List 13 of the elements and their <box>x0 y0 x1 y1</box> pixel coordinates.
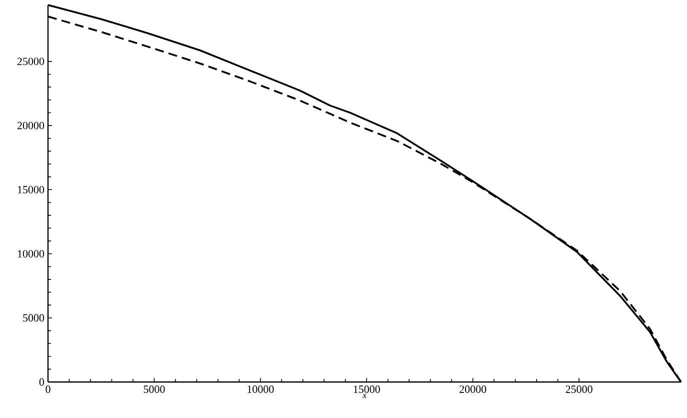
x-axis-title: x <box>362 394 366 398</box>
x-tick-label: 15000 <box>354 386 380 393</box>
x-tick-label: 20000 <box>460 386 486 393</box>
x-tick-label: 25000 <box>566 386 592 393</box>
x-tick-label: 5000 <box>144 386 165 393</box>
x-tick-label: 0 <box>46 386 50 393</box>
x-tick-label: 10000 <box>248 386 274 393</box>
y-tick-label: 0 <box>39 378 44 386</box>
y-tick-label: 5000 <box>23 314 44 322</box>
y-tick-label: 15000 <box>18 186 44 194</box>
y-tick-label: 20000 <box>17 122 44 130</box>
y-tick-label: 25000 <box>17 58 44 66</box>
y-tick-label: 10000 <box>18 250 44 258</box>
